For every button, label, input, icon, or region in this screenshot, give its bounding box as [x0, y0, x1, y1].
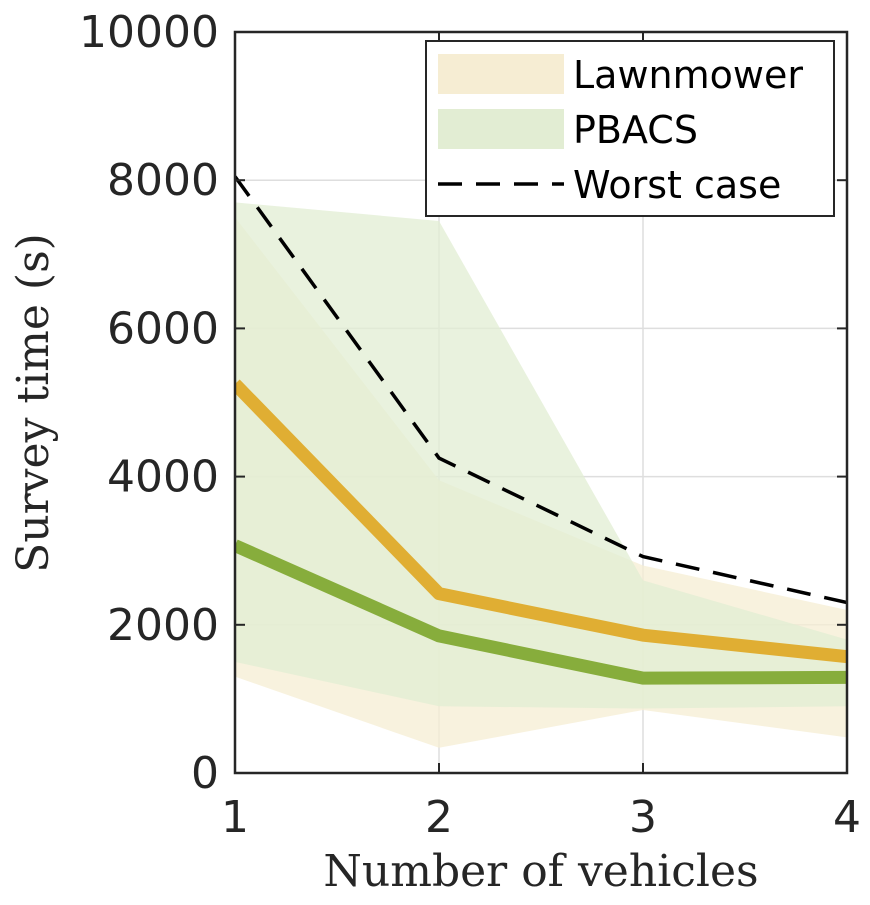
y-tick-label: 4000: [107, 452, 219, 503]
axes-frame: [233, 30, 849, 775]
tick-labels: 1 2 3 4 0 2000 4000 6000 8000 10000: [79, 7, 861, 843]
y-tick-label: 2000: [107, 600, 219, 651]
x-tick-label: 4: [833, 792, 861, 843]
legend-label-lawnmower: Lawnmower: [573, 53, 803, 97]
plot-area: [235, 175, 847, 748]
pbacs-range-band: [235, 202, 847, 709]
legend-label-worst-case: Worst case: [573, 163, 781, 207]
worst-case-line: [235, 175, 847, 605]
y-tick-label: 10000: [79, 7, 219, 58]
x-axis-title: Number of vehicles: [323, 846, 758, 897]
lawnmower-mean-line: [235, 379, 847, 664]
y-tick-label: 6000: [107, 303, 219, 354]
pbacs-mean-line: [235, 539, 847, 685]
series-lines: [235, 175, 847, 685]
legend: Lawnmower PBACS Worst case: [425, 40, 835, 217]
x-tick-label: 1: [221, 792, 249, 843]
y-tick-label: 0: [191, 748, 219, 799]
legend-swatch-lawnmower: [438, 54, 564, 94]
y-tick-label: 8000: [107, 155, 219, 206]
legend-label-pbacs: PBACS: [573, 108, 698, 152]
legend-swatch-pbacs: [438, 109, 564, 149]
axis-ticks: [234, 31, 848, 774]
x-tick-label: 2: [425, 792, 453, 843]
x-tick-label: 3: [629, 792, 657, 843]
y-axis-title: Survey time (s): [8, 233, 59, 573]
